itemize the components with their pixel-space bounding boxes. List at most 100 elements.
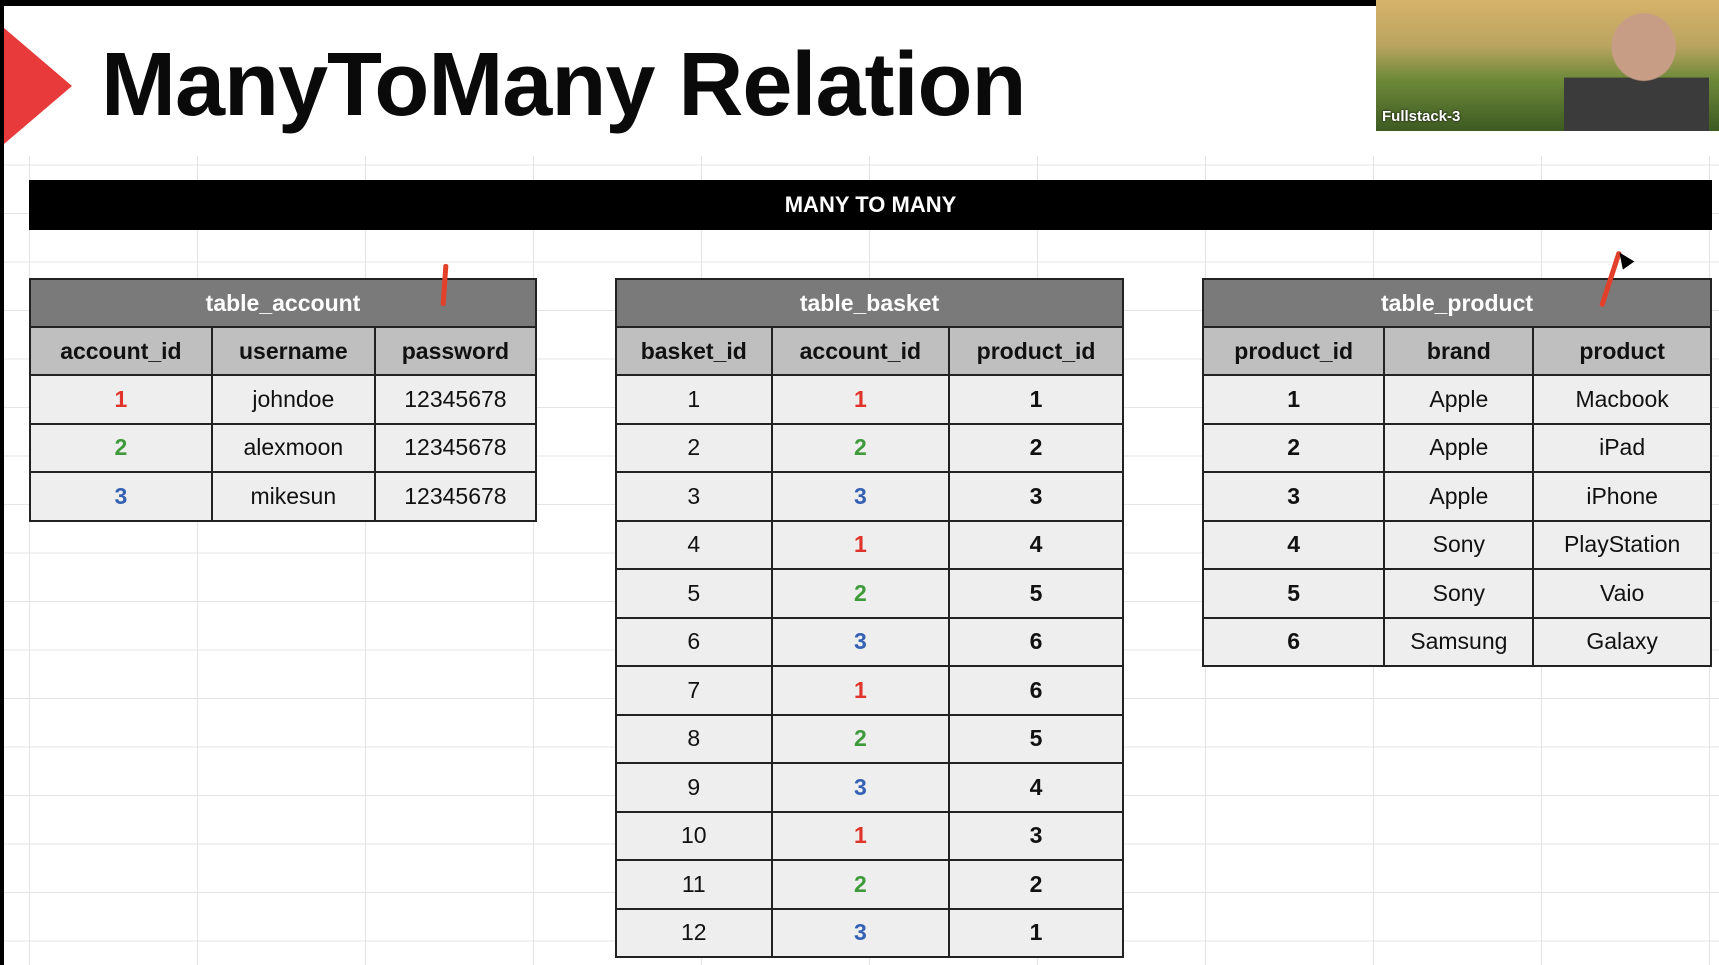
table-cell: 2 bbox=[29, 422, 213, 473]
column-header: account_id bbox=[29, 326, 213, 376]
slide: ManyToMany Relation MANY TO MANY table_a… bbox=[4, 6, 1719, 965]
table-cell: 3 bbox=[948, 471, 1124, 522]
table-cell: 1 bbox=[29, 374, 213, 425]
table-row: 3 mikesun 12345678 bbox=[29, 471, 538, 522]
table-cell: 1 bbox=[948, 907, 1124, 958]
table-basket: table_basket basket_id account_id product_… bbox=[615, 278, 1124, 958]
table-cell: 12345678 bbox=[373, 374, 538, 425]
table-cell: 4 bbox=[615, 519, 773, 570]
column-header: product_id bbox=[948, 326, 1124, 376]
play-arrow-icon bbox=[4, 28, 72, 144]
column-header: username bbox=[210, 326, 376, 376]
slide-title: ManyToMany Relation bbox=[101, 35, 1026, 135]
column-header: account_id bbox=[770, 326, 951, 376]
table-cell: 5 bbox=[948, 713, 1124, 764]
table-row: 2 alexmoon 12345678 bbox=[29, 422, 538, 473]
table-cell: 6 bbox=[948, 665, 1124, 716]
table-cell: Apple bbox=[1383, 374, 1535, 425]
webcam-label: Fullstack-3 bbox=[1382, 108, 1461, 125]
table-cell: 2 bbox=[1201, 422, 1386, 473]
table-cell: 2 bbox=[770, 713, 951, 764]
table-cell: 2 bbox=[770, 859, 951, 910]
presenter-video bbox=[1564, 11, 1709, 131]
table-cell: 3 bbox=[1201, 471, 1386, 522]
webcam-overlay: Fullstack-3 bbox=[1376, 0, 1719, 131]
table-cell: 3 bbox=[770, 616, 951, 667]
table-row: 1 Apple Macbook bbox=[1201, 374, 1712, 425]
table-cell: 3 bbox=[948, 810, 1124, 861]
table-cell: 4 bbox=[948, 762, 1124, 813]
table-row: 2 Apple iPad bbox=[1201, 422, 1712, 473]
column-header: product bbox=[1532, 326, 1712, 376]
table-cell: 5 bbox=[1201, 568, 1386, 619]
table-cell: 8 bbox=[615, 713, 773, 764]
table-row: 3 Apple iPhone bbox=[1201, 471, 1712, 522]
column-header: basket_id bbox=[615, 326, 773, 376]
table-cell: PlayStation bbox=[1532, 519, 1712, 570]
table-row: 10 1 3 bbox=[615, 810, 1124, 861]
table-cell: 12345678 bbox=[373, 422, 538, 473]
table-cell: 2 bbox=[615, 422, 773, 473]
table-cell: 6 bbox=[948, 616, 1124, 667]
table-cell: mikesun bbox=[210, 471, 376, 522]
table-cell: Apple bbox=[1383, 422, 1535, 473]
table-cell: 4 bbox=[1201, 519, 1386, 570]
table-row: 5 Sony Vaio bbox=[1201, 568, 1712, 619]
table-cell: 1 bbox=[770, 374, 951, 425]
table-product: table_product product_id brand product 1 Ap… bbox=[1201, 278, 1712, 667]
table-cell: 7 bbox=[615, 665, 773, 716]
table-row: 4 Sony PlayStation bbox=[1201, 519, 1712, 570]
table-account: table_account account_id username password… bbox=[29, 278, 538, 522]
table-cell: Vaio bbox=[1532, 568, 1712, 619]
table-cell: 1 bbox=[1201, 374, 1386, 425]
table-cell: 3 bbox=[29, 471, 213, 522]
table-cell: Sony bbox=[1383, 519, 1535, 570]
column-header: password bbox=[373, 326, 538, 376]
table-cell: iPhone bbox=[1532, 471, 1712, 522]
table-cell: 2 bbox=[770, 422, 951, 473]
table-cell: 12 bbox=[615, 907, 773, 958]
table-cell: 1 bbox=[948, 374, 1124, 425]
table-caption: table_account bbox=[29, 278, 537, 328]
table-cell: Macbook bbox=[1532, 374, 1712, 425]
table-row: 6 Samsung Galaxy bbox=[1201, 616, 1712, 667]
table-row: 12 3 1 bbox=[615, 907, 1124, 958]
table-cell: 3 bbox=[615, 471, 773, 522]
table-cell: 1 bbox=[770, 665, 951, 716]
table-cell: 6 bbox=[1201, 616, 1386, 667]
column-header: brand bbox=[1383, 326, 1535, 376]
table-cell: 9 bbox=[615, 762, 773, 813]
table-cell: 12345678 bbox=[373, 471, 538, 522]
table-row: 11 2 2 bbox=[615, 859, 1124, 910]
table-cell: 5 bbox=[615, 568, 773, 619]
table-cell: 3 bbox=[770, 907, 951, 958]
table-cell: 1 bbox=[615, 374, 773, 425]
table-cell: Apple bbox=[1383, 471, 1535, 522]
table-cell: alexmoon bbox=[210, 422, 376, 473]
table-cell: 6 bbox=[615, 616, 773, 667]
table-cell: 10 bbox=[615, 810, 773, 861]
table-caption: table_product bbox=[1202, 278, 1712, 328]
table-cell: Galaxy bbox=[1532, 616, 1712, 667]
table-cell: 11 bbox=[615, 859, 773, 910]
table-cell: 1 bbox=[770, 810, 951, 861]
table-cell: johndoe bbox=[210, 374, 376, 425]
table-cell: 1 bbox=[770, 519, 951, 570]
table-cell: iPad bbox=[1532, 422, 1712, 473]
table-cell: Sony bbox=[1383, 568, 1535, 619]
table-cell: 4 bbox=[948, 519, 1124, 570]
table-cell: Samsung bbox=[1383, 616, 1535, 667]
column-header: product_id bbox=[1201, 326, 1386, 376]
table-cell: 2 bbox=[770, 568, 951, 619]
table-cell: 3 bbox=[770, 762, 951, 813]
table-cell: 5 bbox=[948, 568, 1124, 619]
table-cell: 3 bbox=[770, 471, 951, 522]
table-caption: table_basket bbox=[615, 278, 1124, 328]
